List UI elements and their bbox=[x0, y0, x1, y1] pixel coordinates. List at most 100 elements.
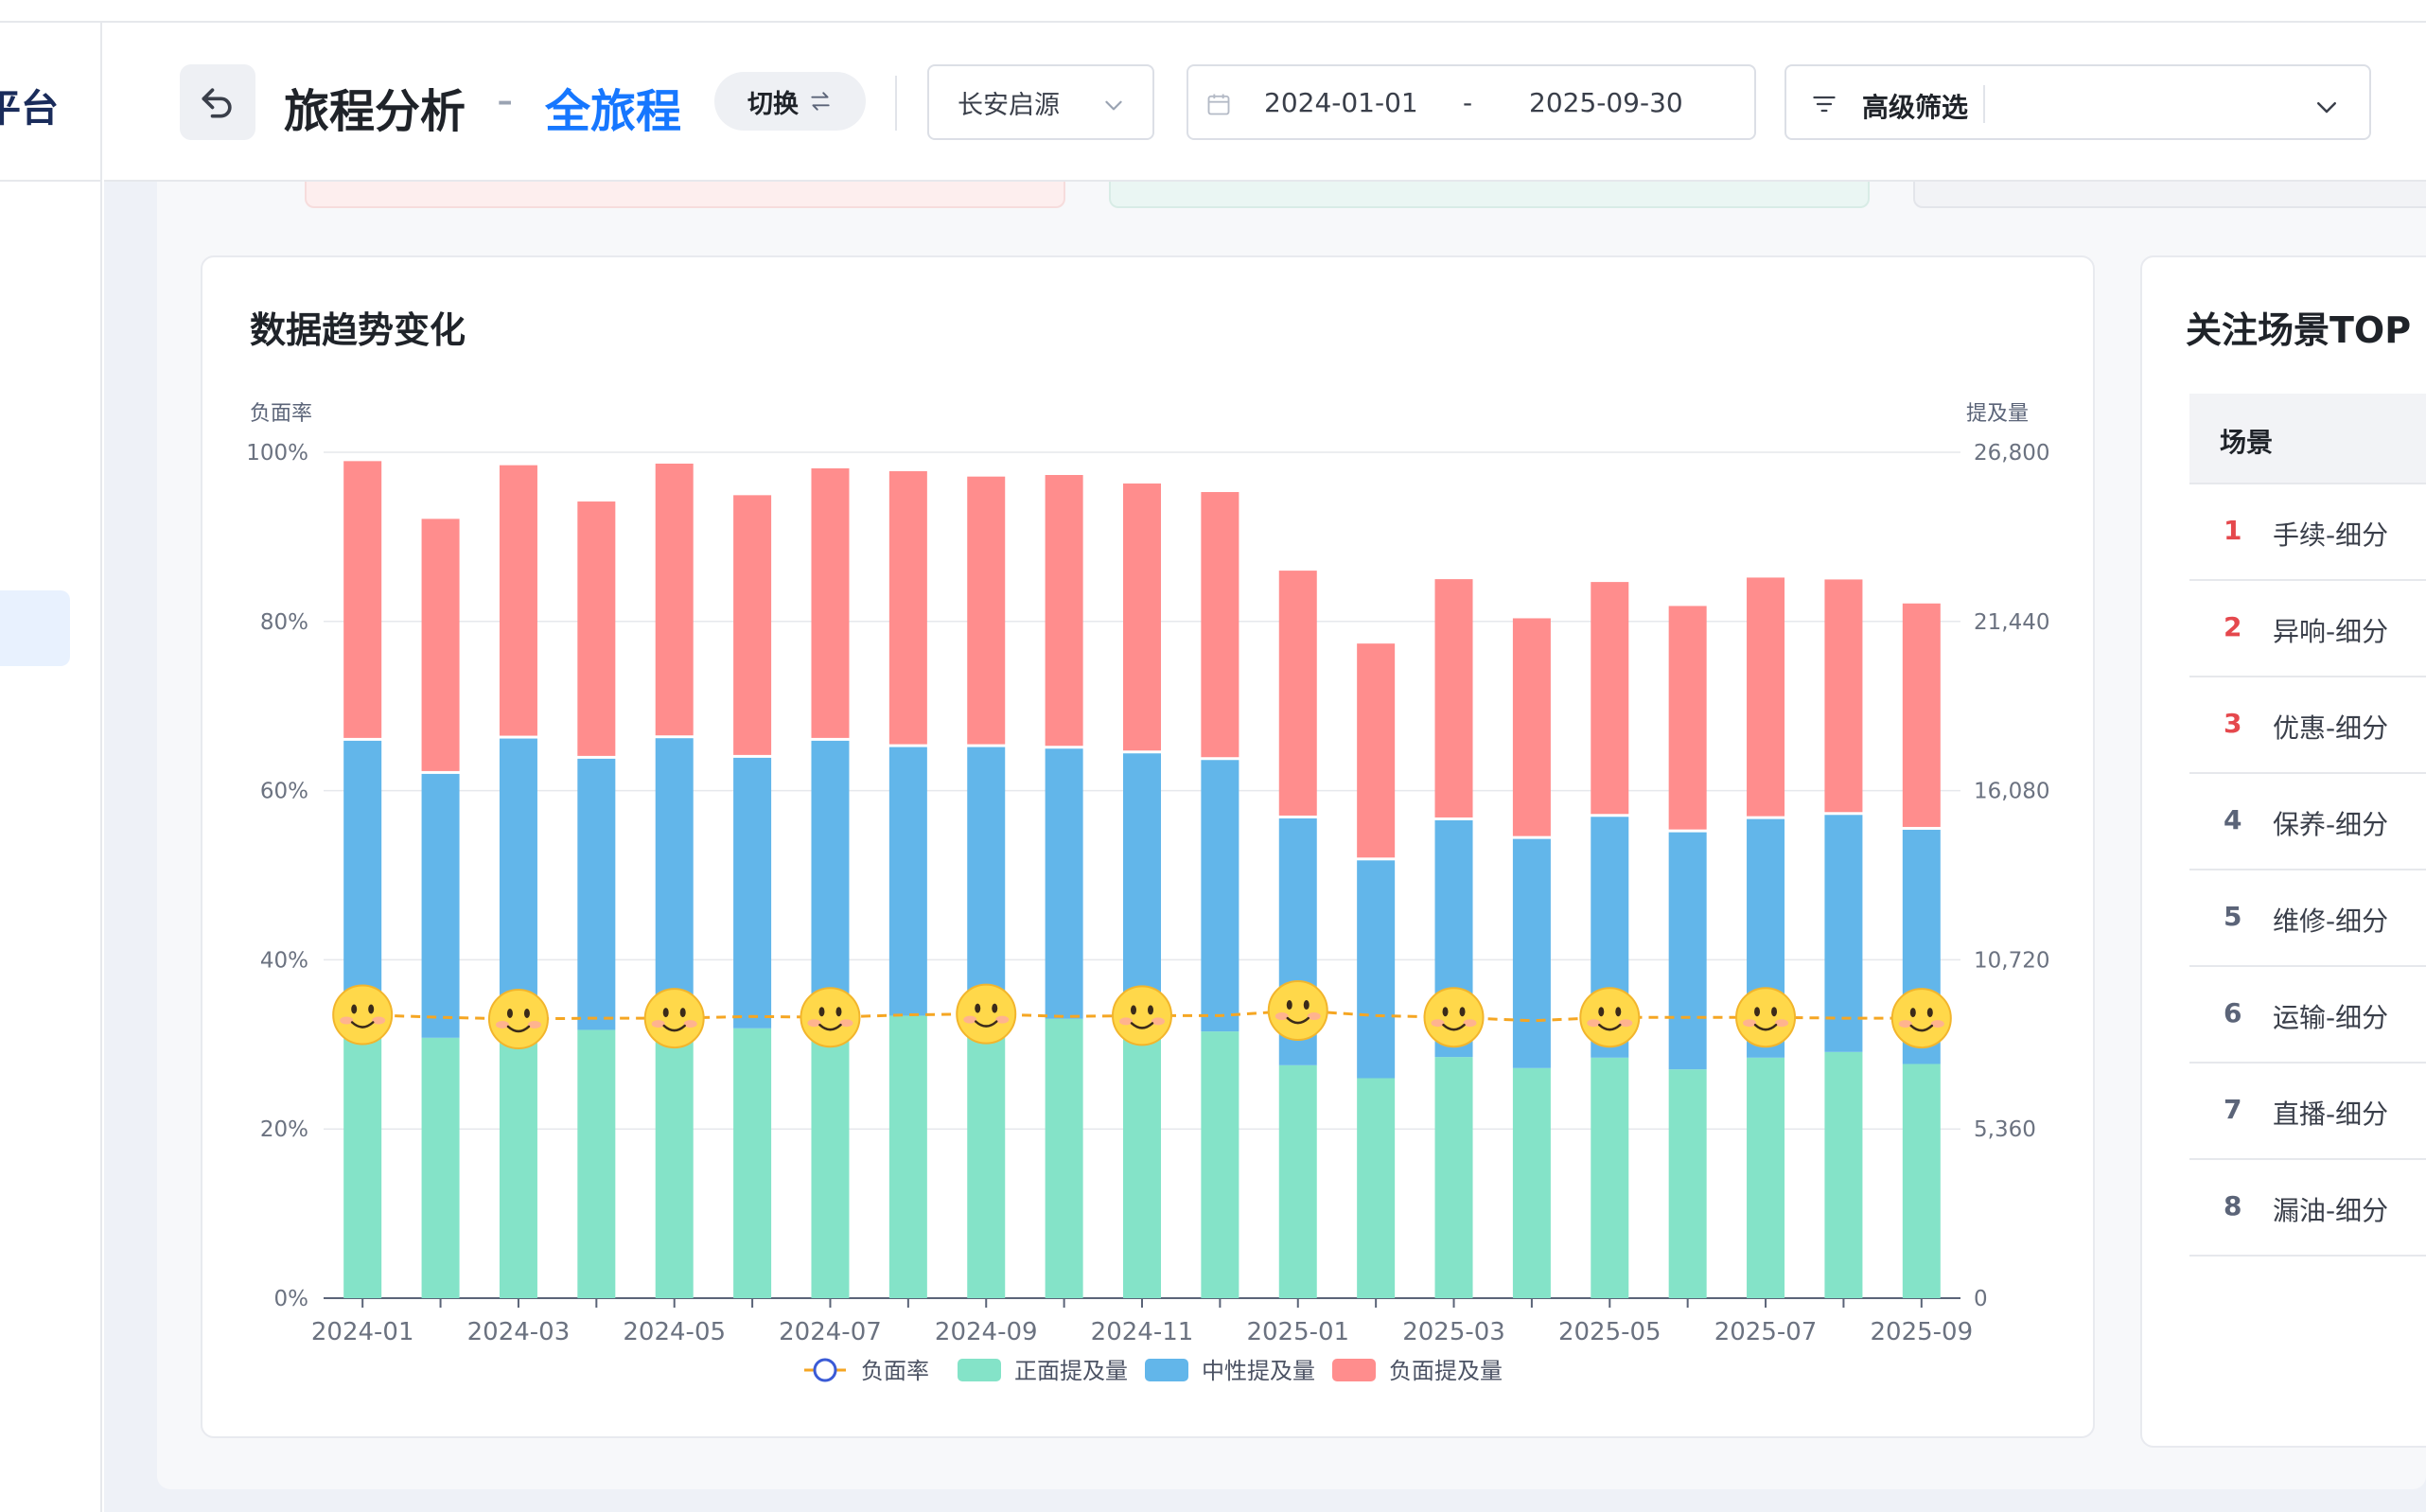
brand-select-value: 长安启源 bbox=[958, 90, 1060, 120]
bar-negative bbox=[655, 464, 694, 736]
smiley-marker-icon bbox=[956, 983, 1017, 1045]
sidebar-brand: 平台 bbox=[0, 87, 59, 131]
top-row[interactable]: 3 优惠-细分 bbox=[2189, 677, 2426, 774]
bar-positive bbox=[1902, 1064, 1941, 1298]
trend-card-title: 数据趋势变化 bbox=[250, 309, 466, 351]
bar-positive bbox=[1357, 1078, 1396, 1298]
y-right-tick-label: 10,720 bbox=[1974, 948, 2049, 973]
switch-label: 切换 bbox=[747, 89, 799, 119]
smiley-marker-icon bbox=[800, 987, 861, 1048]
top-row-rank: 5 bbox=[2224, 901, 2242, 932]
chevron-down-icon bbox=[1105, 100, 1122, 111]
top-row-rank: 6 bbox=[2224, 997, 2242, 1029]
trend-card: 数据趋势变化 负面率 提及量 0% 0 20% 5,360 40% 10,720 60% 16,0… bbox=[201, 255, 2095, 1438]
filter-icon bbox=[1813, 96, 1836, 113]
top-row-name: 保养-细分 bbox=[2273, 809, 2389, 840]
bar-negative bbox=[577, 501, 616, 756]
top-row-rank: 7 bbox=[2224, 1094, 2242, 1125]
bar-neutral bbox=[577, 758, 616, 1030]
calendar-icon bbox=[1207, 94, 1230, 115]
bar-negative bbox=[1824, 579, 1863, 813]
bar-positive bbox=[888, 1015, 927, 1298]
smiley-marker-icon bbox=[332, 984, 394, 1046]
top-row[interactable]: 8 漏油-细分 bbox=[2189, 1160, 2426, 1257]
back-button[interactable] bbox=[180, 64, 255, 140]
bar-positive bbox=[811, 1011, 850, 1298]
bar-positive bbox=[1824, 1051, 1863, 1298]
bar-negative bbox=[1357, 643, 1396, 858]
bar-neutral bbox=[1123, 753, 1161, 1028]
bar-positive bbox=[1278, 1064, 1317, 1298]
bar-neutral bbox=[655, 738, 694, 1010]
brand-select[interactable]: 长安启源 bbox=[927, 64, 1154, 140]
bar-negative bbox=[421, 519, 460, 771]
sidebar-divider bbox=[0, 180, 102, 182]
legend-label: 中性提及量 bbox=[1202, 1358, 1315, 1384]
top-row-name: 直播-细分 bbox=[2273, 1099, 2389, 1130]
x-tick-label: 2024-09 bbox=[935, 1318, 1038, 1346]
bar-negative bbox=[499, 465, 537, 736]
date-end[interactable]: 2025-09-30 bbox=[1529, 87, 1683, 118]
y-left-tick-label: 40% bbox=[260, 948, 308, 973]
smiley-marker-icon bbox=[1423, 987, 1485, 1048]
top-row[interactable]: 1 手续-细分 bbox=[2189, 484, 2426, 581]
bar-positive bbox=[1512, 1067, 1551, 1298]
legend-swatch bbox=[958, 1359, 1001, 1381]
smiley-marker-icon bbox=[1267, 980, 1328, 1042]
bar-positive bbox=[1668, 1069, 1707, 1298]
bar-positive bbox=[1123, 1027, 1161, 1298]
switch-button[interactable]: 切换 bbox=[714, 72, 866, 131]
y-right-tick-label: 21,440 bbox=[1974, 610, 2049, 635]
bar-negative bbox=[1123, 483, 1161, 751]
bar-positive bbox=[655, 1009, 694, 1298]
bar-negative bbox=[1512, 618, 1551, 836]
advanced-filter-select[interactable]: 高级筛选 bbox=[1784, 64, 2371, 140]
legend-label: 负面提及量 bbox=[1389, 1358, 1503, 1384]
top-column-scene: 场景 bbox=[2220, 427, 2274, 458]
top-row-name: 异响-细分 bbox=[2273, 616, 2389, 647]
bar-negative bbox=[1201, 492, 1239, 758]
page-subtitle: 全旅程 bbox=[545, 85, 682, 138]
top-border bbox=[0, 0, 2426, 23]
bar-negative bbox=[1278, 571, 1317, 816]
bar-neutral bbox=[1045, 748, 1083, 1019]
right-axis-title: 提及量 bbox=[1966, 402, 2029, 426]
top-row[interactable]: 6 运输-细分 bbox=[2189, 967, 2426, 1064]
top-row[interactable]: 2 异响-细分 bbox=[2189, 581, 2426, 677]
trend-chart: 负面率 提及量 0% 0 20% 5,360 40% 10,720 60% 16,080 80% 21… bbox=[246, 402, 2049, 1384]
legend-rate-marker bbox=[813, 1358, 837, 1382]
bar-neutral bbox=[421, 773, 460, 1038]
bar-negative bbox=[1747, 577, 1785, 817]
y-right-tick-label: 0 bbox=[1974, 1287, 1988, 1311]
kpi-card-negative bbox=[305, 182, 1065, 208]
header-divider bbox=[895, 76, 897, 131]
bar-positive bbox=[343, 1012, 382, 1298]
smiley-marker-icon bbox=[1890, 988, 1952, 1049]
bar-neutral bbox=[1824, 815, 1863, 1052]
sidebar-active-item[interactable] bbox=[0, 590, 70, 666]
top-row-rank: 4 bbox=[2224, 804, 2242, 835]
y-right-tick-label: 26,800 bbox=[1974, 441, 2049, 466]
date-start[interactable]: 2024-01-01 bbox=[1264, 87, 1418, 118]
left-axis-title: 负面率 bbox=[250, 402, 312, 426]
top-row-rank: 8 bbox=[2224, 1190, 2242, 1222]
x-tick-label: 2024-01 bbox=[311, 1318, 414, 1346]
y-left-tick-label: 80% bbox=[260, 610, 308, 635]
y-right-tick-label: 5,360 bbox=[1974, 1117, 2036, 1142]
top-row[interactable]: 4 保养-细分 bbox=[2189, 774, 2426, 870]
bar-positive bbox=[499, 1010, 537, 1298]
date-range-picker[interactable]: 2024-01-01 - 2025-09-30 bbox=[1187, 64, 1756, 140]
smiley-marker-icon bbox=[487, 988, 549, 1049]
top-row[interactable]: 7 直播-细分 bbox=[2189, 1064, 2426, 1160]
top-row-name: 运输-细分 bbox=[2273, 1002, 2389, 1033]
top-row[interactable]: 5 维修-细分 bbox=[2189, 870, 2426, 967]
bar-neutral bbox=[499, 738, 537, 1011]
x-tick-label: 2025-01 bbox=[1246, 1318, 1349, 1346]
y-right-tick-label: 16,080 bbox=[1974, 780, 2049, 804]
bar-positive bbox=[733, 1028, 772, 1298]
x-tick-label: 2025-07 bbox=[1714, 1318, 1818, 1346]
bar-positive bbox=[1434, 1057, 1473, 1298]
bar-negative bbox=[1668, 606, 1707, 830]
filter-divider bbox=[1983, 85, 1985, 123]
bar-negative bbox=[1591, 582, 1629, 815]
